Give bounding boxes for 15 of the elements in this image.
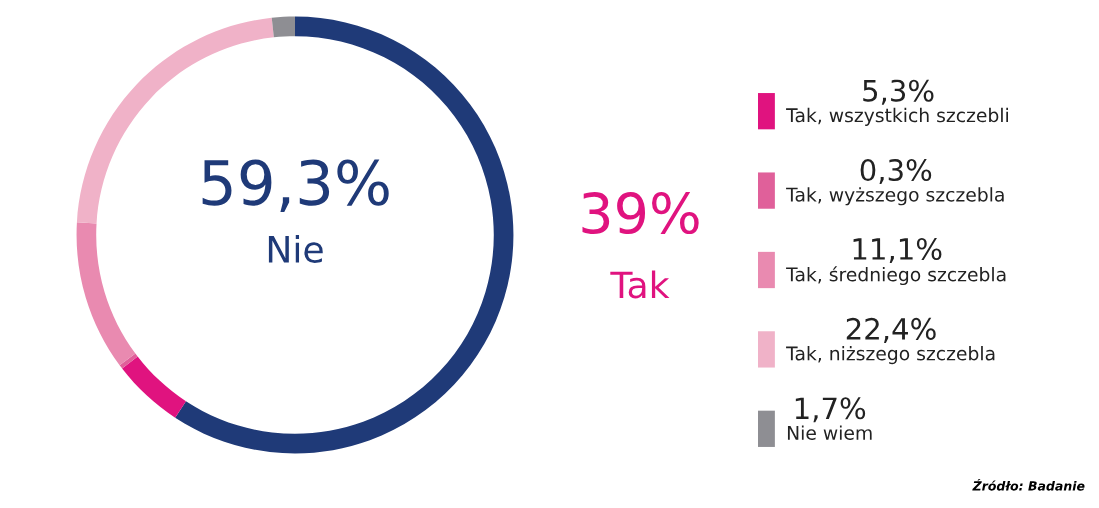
legend-label: Nie wiem <box>787 425 872 440</box>
text: 39% <box>582 192 699 235</box>
data-label: 0,3% <box>860 159 932 185</box>
data-label: 5,3% <box>863 79 934 105</box>
text: Źródło: Badanie <box>972 478 1085 491</box>
legend-label: Tak, wszystkich szczebli <box>786 107 1008 126</box>
legend-label: Tak, niższego szczebla <box>786 346 995 365</box>
legend-label: Tak, średniego szczebla <box>786 266 1006 286</box>
legend-label: Tak, wyższego szczebla <box>786 187 1004 206</box>
data-label: 11,1% <box>853 237 942 263</box>
data-label: 1,7% <box>795 397 866 423</box>
data-label: 59,3% <box>202 159 389 212</box>
text: Tak <box>610 270 670 299</box>
slice-label: Nie <box>268 235 323 263</box>
data-label: 22,4% <box>846 317 936 343</box>
